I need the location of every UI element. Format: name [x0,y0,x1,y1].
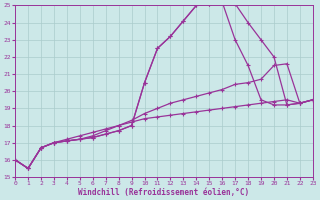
X-axis label: Windchill (Refroidissement éolien,°C): Windchill (Refroidissement éolien,°C) [78,188,250,197]
